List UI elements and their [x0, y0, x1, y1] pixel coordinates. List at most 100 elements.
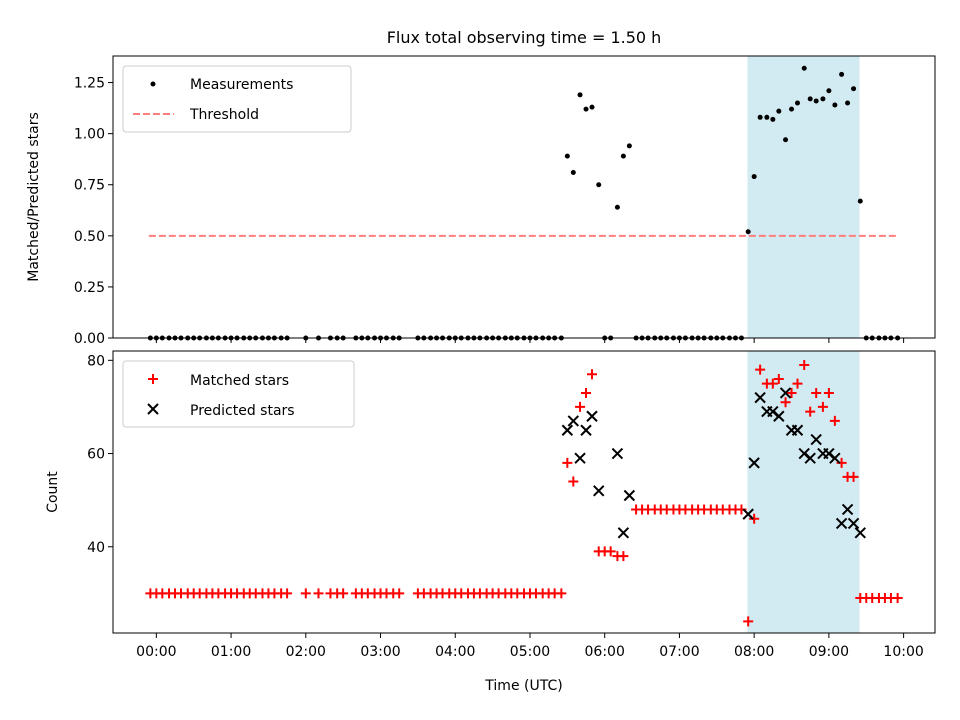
predicted-point — [791, 424, 804, 436]
measurement-point — [776, 108, 782, 114]
legend-top: Measurements Threshold — [122, 65, 352, 133]
chart-title: Flux total observing time = 1.50 h — [387, 28, 662, 47]
measurement-point — [845, 100, 851, 106]
legend-matched-label: Matched stars — [190, 373, 289, 389]
y-tick-label: 0.50 — [74, 229, 105, 245]
matched-point — [848, 471, 859, 482]
ylabel-count: Count — [45, 471, 61, 513]
matched-point — [773, 373, 784, 384]
predicted-point — [804, 452, 816, 464]
measurement-point — [577, 92, 583, 98]
predicted-point — [779, 387, 792, 399]
measurement-point — [626, 143, 632, 149]
matched-point — [300, 588, 311, 599]
y-tick-label: 80 — [87, 353, 105, 369]
predicted-point — [754, 391, 766, 404]
measurement-point — [795, 100, 801, 106]
predicted-point — [742, 508, 754, 520]
x-tick-label: 03:00 — [360, 644, 400, 660]
axes-frame-bottom — [112, 350, 936, 634]
measurement-point — [757, 114, 763, 120]
x-tick-label: 01:00 — [211, 644, 251, 660]
matched-point — [792, 378, 803, 389]
y-tick-label: 0.25 — [74, 280, 105, 296]
legend-frame — [122, 65, 352, 133]
x-tick-label: 06:00 — [585, 644, 625, 660]
highlight-region — [747, 56, 860, 338]
x-tick-label: 05:00 — [510, 644, 550, 660]
x-tick-label: 04:00 — [435, 644, 475, 660]
measurement-point — [770, 116, 776, 122]
y-tick-label: 60 — [87, 447, 105, 463]
x-tick-label: 00:00 — [136, 644, 176, 660]
predicted-point — [773, 410, 785, 422]
measurement-point — [620, 153, 626, 159]
matched-point — [892, 593, 903, 604]
measurement-point — [813, 98, 819, 104]
matched-point — [736, 504, 747, 515]
matched-point — [780, 397, 791, 408]
matched-point — [556, 588, 567, 599]
measurement-point — [589, 104, 595, 110]
matched-point — [605, 546, 616, 557]
matched-point — [338, 588, 349, 599]
matched-point — [823, 387, 834, 398]
matched-point — [282, 588, 293, 599]
matched-point — [618, 551, 629, 562]
y-tick-label: 0.75 — [74, 178, 105, 194]
matched-point — [313, 588, 324, 599]
axes-frame-top — [112, 55, 936, 339]
predicted-point — [617, 527, 630, 539]
matched-point — [575, 401, 586, 412]
y-axis-count: 40 60 80 — [87, 353, 113, 556]
legend-measurements-label: Measurements — [190, 77, 293, 93]
legend-threshold-label: Threshold — [189, 107, 259, 123]
y-tick-label: 1.00 — [74, 127, 105, 143]
matched-point — [568, 476, 579, 487]
x-axis-time: 00:00 01:00 02:00 03:00 04:00 05:00 06:00 07:00… — [136, 633, 924, 660]
legend-predicted-label: Predicted stars — [190, 403, 295, 419]
x-ticks-top — [155, 338, 905, 343]
matched-points — [145, 359, 903, 627]
measurement-point — [596, 182, 602, 188]
predicted-point — [623, 489, 636, 502]
measurement-point — [783, 137, 789, 143]
measurement-point — [832, 102, 838, 108]
matched-point — [581, 387, 592, 398]
ratio-panel: 0.00 0.25 0.50 0.75 1.00 1.25 Matched/Predict… — [26, 55, 936, 347]
measurement-point — [745, 229, 751, 235]
ylabel-ratio: Matched/Predicted stars — [26, 112, 42, 282]
predicted-points — [561, 387, 866, 539]
measurement-point — [583, 106, 589, 112]
legend-predicted-marker — [147, 403, 159, 415]
predicted-point — [593, 485, 605, 497]
legend-bottom: Matched stars Predicted stars — [122, 360, 355, 428]
measurement-point — [764, 114, 770, 120]
legend-frame — [122, 360, 355, 428]
y-tick-label: 40 — [87, 540, 105, 556]
x-tick-label: 08:00 — [734, 644, 774, 660]
matched-point — [394, 588, 405, 599]
predicted-point — [611, 447, 624, 460]
predicted-point — [586, 410, 598, 422]
measurement-point — [614, 204, 620, 210]
predicted-point — [854, 527, 866, 539]
predicted-point — [567, 415, 580, 427]
matched-point — [817, 401, 828, 412]
matched-point — [743, 616, 754, 627]
y-tick-label: 0.00 — [74, 331, 105, 347]
measurement-point — [564, 153, 570, 159]
predicted-point — [748, 457, 760, 469]
matched-point — [805, 406, 816, 417]
y-axis-ratio: 0.00 0.25 0.50 0.75 1.00 1.25 — [74, 76, 113, 347]
measurement-point — [807, 96, 813, 102]
matched-point — [562, 457, 573, 468]
predicted-point — [580, 424, 592, 436]
matched-point — [811, 387, 822, 398]
legend-measurement-marker — [150, 81, 156, 87]
matched-point — [829, 415, 840, 426]
y-tick-label: 1.25 — [74, 76, 105, 92]
measurement-point — [820, 96, 826, 102]
x-tick-label: 10:00 — [883, 644, 923, 660]
matched-point — [755, 364, 766, 375]
